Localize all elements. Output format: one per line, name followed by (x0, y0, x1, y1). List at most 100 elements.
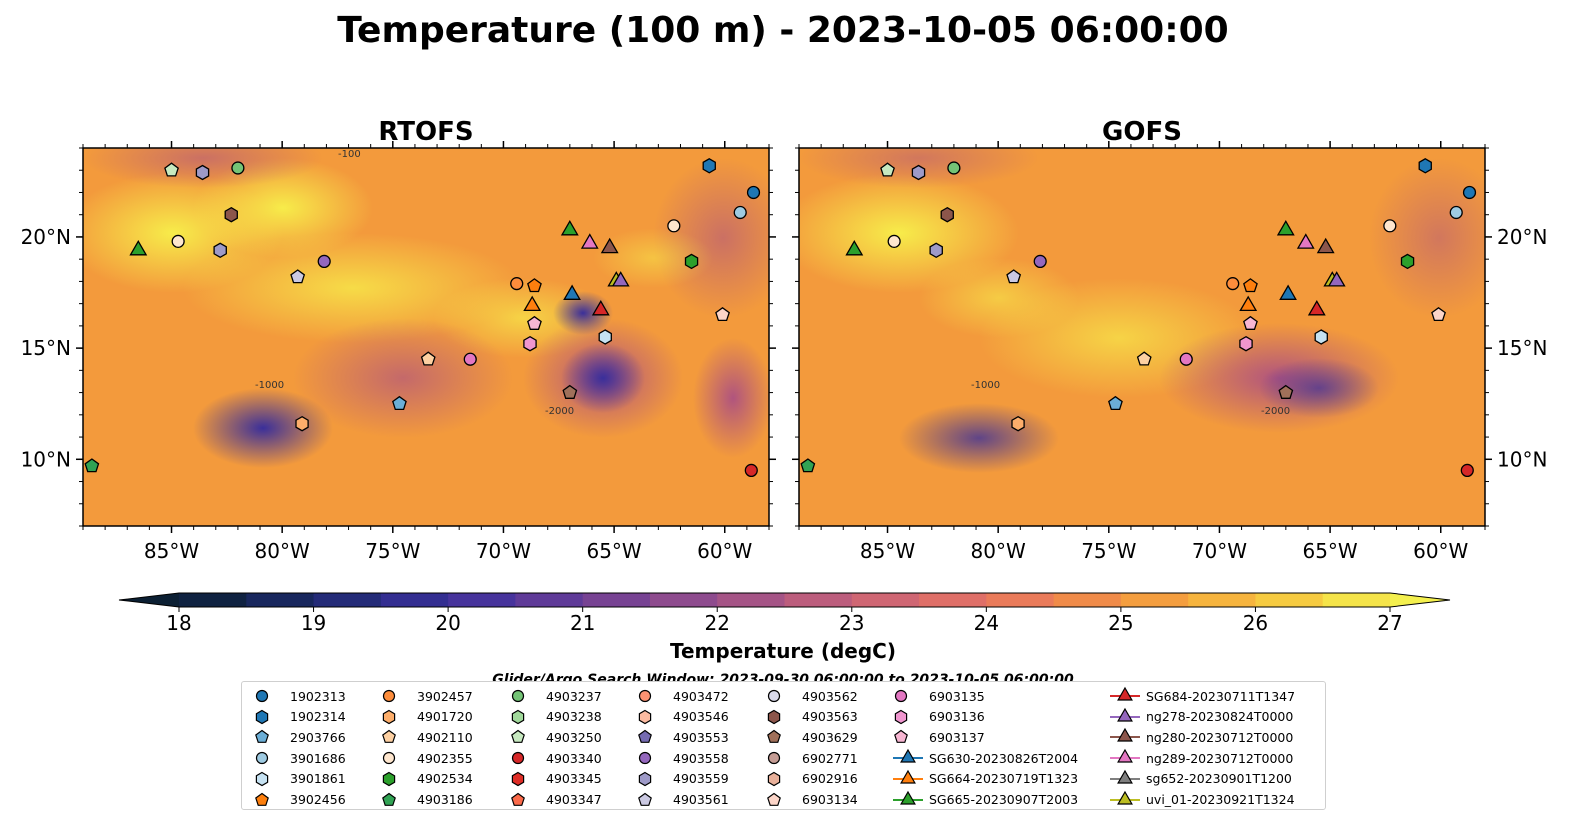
y-tick-label: 10°N (1497, 447, 1547, 471)
legend-item: 4903563 (764, 707, 858, 727)
legend-label: 4903558 (673, 750, 729, 766)
obs-marker-4903340 (744, 463, 758, 478)
legend-symbol (767, 689, 781, 703)
colorbar-segment (246, 593, 315, 607)
x-tick-label: 70°W (476, 539, 531, 563)
legend-marker (511, 771, 525, 786)
contour-label: -1000 (255, 380, 284, 391)
legend-item: 4903186 (379, 790, 473, 810)
obs-marker-1902314 (702, 158, 716, 174)
obs-marker-1902313 (746, 185, 761, 200)
x-tick-label: 65°W (1302, 539, 1357, 563)
legend-symbol (894, 730, 908, 744)
legend-marker (382, 792, 396, 806)
legend-label: 1902314 (290, 709, 346, 725)
legend-marker (511, 730, 525, 744)
obs-marker-ng289-20230712t0000 (580, 233, 599, 249)
legend-item: 4903472 (635, 686, 729, 706)
legend-marker (1110, 790, 1140, 805)
legend-item: sg652-20230901T1200 (1108, 769, 1292, 789)
legend-marker (638, 771, 652, 786)
obs-marker-6903135 (463, 352, 477, 366)
legend-label: 4903238 (546, 709, 602, 725)
legend-label: 4903237 (546, 688, 602, 704)
obs-marker-4903237 (231, 161, 245, 175)
legend-symbol (255, 730, 269, 744)
map-panel-rtofs (83, 148, 769, 526)
x-tick-label: 70°W (1192, 539, 1247, 563)
legend-symbol (1117, 769, 1133, 784)
legend-label: 3901686 (290, 750, 346, 766)
obs-marker-4901720 (1011, 415, 1025, 432)
obs-marker-4903186 (800, 458, 816, 473)
legend-symbol (511, 792, 525, 806)
obs-marker-6903137 (1243, 315, 1258, 330)
obs-marker-ng280-20230712t0000 (1316, 237, 1335, 254)
legend-label: 4903563 (802, 709, 858, 725)
legend-label: sg652-20230901T1200 (1146, 771, 1292, 787)
obs-marker-4903629 (562, 384, 578, 399)
legend-item: 3901861 (252, 769, 346, 789)
legend-label: 4903340 (546, 750, 602, 766)
obs-marker-ng280-20230712t0000 (600, 237, 619, 254)
obs-marker-4903558 (1033, 254, 1047, 268)
colorbar-tick-label: 19 (301, 611, 326, 635)
legend-symbol (1117, 790, 1133, 805)
obs-marker-3901686 (1449, 205, 1463, 220)
legend-symbol (382, 730, 396, 744)
legend-symbol (767, 730, 781, 744)
legend-symbol (900, 790, 916, 805)
colorbar-extend-high (1390, 593, 1450, 607)
legend-marker (1110, 686, 1140, 701)
obs-marker-4902110 (1136, 351, 1152, 366)
colorbar-segment (1188, 593, 1256, 607)
colorbar-tick-label: 23 (839, 611, 864, 635)
legend-item: 6903137 (891, 727, 985, 747)
legend-symbol (894, 689, 908, 703)
legend-label: SG684-20230711T1347 (1146, 688, 1296, 704)
legend-label: 3902457 (417, 688, 473, 704)
legend-label: 6902916 (802, 771, 858, 787)
obs-marker-4903250 (880, 162, 895, 177)
legend-marker (638, 709, 652, 724)
legend-label: 4903553 (673, 729, 729, 745)
obs-marker-6903136 (1239, 335, 1253, 352)
y-tick-label: 20°N (1497, 225, 1547, 249)
legend-marker (255, 792, 269, 806)
legend-marker (511, 751, 525, 765)
panel-title-gofs: GOFS (1102, 117, 1182, 147)
y-tick-label: 10°N (21, 447, 71, 471)
colorbar-segment (1255, 593, 1324, 607)
legend-item: 3901686 (252, 748, 346, 768)
legend-symbol (900, 748, 916, 763)
legend-marker (382, 709, 396, 724)
colorbar-tick-label: 26 (1243, 611, 1268, 635)
legend-marker (1110, 748, 1140, 763)
contour-label: -100 (338, 149, 361, 160)
legend-item: 1902314 (252, 707, 346, 727)
legend-item: 4903340 (508, 748, 602, 768)
legend-label: 4903345 (546, 771, 602, 787)
obs-marker-3902456 (527, 278, 542, 293)
x-tick-label: 85°W (144, 539, 199, 563)
colorbar-tick-label: 24 (974, 611, 999, 635)
obs-marker-4903563 (940, 206, 954, 223)
obs-marker-sg630-20230826t2004 (1279, 284, 1297, 300)
legend-item: 3902456 (252, 790, 346, 810)
colorbar-segment (1053, 593, 1122, 607)
legend-marker (767, 771, 781, 786)
legend-label: ng289-20230712T0000 (1146, 750, 1294, 766)
legend-symbol (511, 709, 525, 724)
map-panel-gofs (799, 148, 1485, 526)
obs-marker-3902457 (510, 277, 524, 291)
legend-label: 6903134 (802, 792, 858, 807)
legend-item: 3902457 (379, 686, 473, 706)
colorbar-segment (1322, 593, 1391, 607)
colorbar-segment (380, 593, 449, 607)
obs-marker-sg665-20230907t2003 (129, 240, 148, 256)
legend-item: 6902916 (764, 769, 858, 789)
legend-item: 4901720 (379, 707, 473, 727)
contour-label: -2000 (545, 406, 574, 417)
legend-item: 4903238 (508, 707, 602, 727)
legend-symbol (382, 751, 396, 765)
